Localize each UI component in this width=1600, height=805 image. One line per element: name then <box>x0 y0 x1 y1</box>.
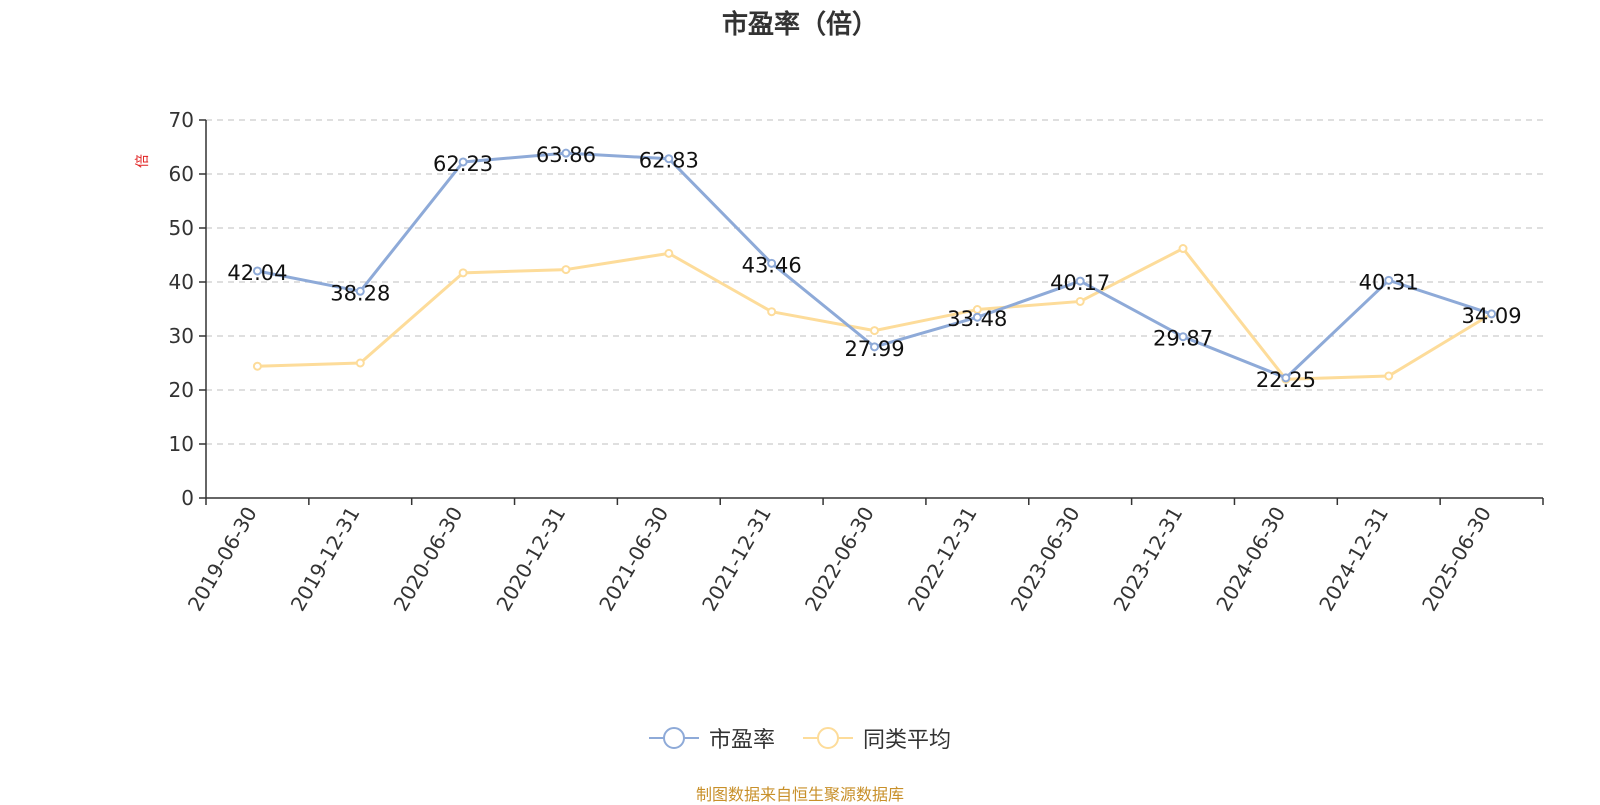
data-point[interactable] <box>252 361 262 371</box>
y-tick-label: 60 <box>169 162 194 186</box>
data-label: 34.09 <box>1462 304 1522 328</box>
x-tick-label: 2020-06-30 <box>389 502 468 615</box>
data-label: 33.48 <box>947 307 1007 331</box>
x-tick-label: 2020-12-31 <box>491 503 570 616</box>
data-point[interactable] <box>1384 371 1394 381</box>
data-point[interactable] <box>1178 332 1188 342</box>
x-tick-label: 2022-12-31 <box>903 503 982 616</box>
chart-title: 市盈率（倍） <box>721 10 878 40</box>
data-label: 29.87 <box>1153 327 1213 351</box>
data-point[interactable] <box>870 326 879 336</box>
data-label: 22.25 <box>1256 368 1316 392</box>
data-point[interactable] <box>767 258 777 268</box>
data-point[interactable] <box>561 265 571 275</box>
y-axis-label: 倍 <box>135 154 151 168</box>
x-tick-label: 2025-06-30 <box>1417 503 1496 616</box>
data-point[interactable] <box>561 148 571 158</box>
data-point[interactable] <box>664 154 674 164</box>
data-point[interactable] <box>252 266 262 276</box>
x-tick-label: 2022-06-30 <box>800 503 879 616</box>
x-tick-label: 2019-06-30 <box>183 503 262 616</box>
x-tick-label: 2023-12-31 <box>1108 503 1187 616</box>
legend-marker-peer-average <box>803 727 853 749</box>
axes: 0 10 20 30 40 50 60 70 2019-06-30 2019-12-31 2020-… <box>169 108 1544 616</box>
y-tick-label: 40 <box>169 270 194 294</box>
data-point[interactable] <box>972 312 982 322</box>
x-tick-label: 2021-06-30 <box>594 503 673 616</box>
legend-item-pe[interactable]: 市盈率 <box>648 722 775 754</box>
x-tick-label: 2019-12-31 <box>286 503 365 616</box>
source-note: 制图数据来自恒生聚源数据库 <box>695 785 904 804</box>
series-lines <box>252 148 1497 384</box>
data-labels: 42.04 38.28 62.23 63.86 62.83 43.46 27.99 33.48… <box>227 143 1521 392</box>
data-point[interactable] <box>1075 276 1085 286</box>
legend-item-peer-average[interactable]: 同类平均 <box>803 722 951 754</box>
data-point[interactable] <box>870 342 879 352</box>
data-label: 43.46 <box>742 253 802 277</box>
y-tick-label: 30 <box>169 324 194 348</box>
data-point[interactable] <box>355 358 365 368</box>
grid-lines <box>206 119 1543 445</box>
data-point[interactable] <box>1075 296 1085 306</box>
x-tick-label: 2024-12-31 <box>1314 503 1393 616</box>
data-point[interactable] <box>1487 309 1497 319</box>
y-tick-label: 50 <box>169 216 194 240</box>
data-point[interactable] <box>767 307 777 317</box>
data-label: 62.83 <box>639 149 699 173</box>
data-label: 40.31 <box>1359 270 1419 294</box>
data-point[interactable] <box>355 286 365 296</box>
x-tick-label: 2021-12-31 <box>697 503 776 616</box>
y-tick-label: 70 <box>169 108 194 132</box>
data-point[interactable] <box>458 157 468 167</box>
data-label: 42.04 <box>227 261 287 285</box>
data-label: 38.28 <box>330 281 390 305</box>
y-tick-label: 20 <box>169 378 194 402</box>
y-tick-label: 10 <box>169 432 194 456</box>
data-point[interactable] <box>1178 244 1188 254</box>
data-label: 40.17 <box>1050 271 1110 295</box>
legend-label-pe: 市盈率 <box>708 728 775 753</box>
data-label: 62.23 <box>433 152 493 176</box>
legend-label-peer-average: 同类平均 <box>863 728 952 753</box>
legend-marker-pe <box>648 727 699 749</box>
data-label: 27.99 <box>844 337 904 361</box>
x-tick-label: 2024-06-30 <box>1211 503 1290 616</box>
y-tick-label: 0 <box>181 486 194 510</box>
legend: 市盈率 同类平均 <box>0 722 1600 754</box>
x-tick-label: 2023-06-30 <box>1006 503 1085 616</box>
data-label: 63.86 <box>536 143 596 167</box>
data-point[interactable] <box>458 268 468 278</box>
data-point[interactable] <box>1384 275 1394 285</box>
data-point[interactable] <box>1281 373 1291 383</box>
data-point[interactable] <box>664 248 674 258</box>
